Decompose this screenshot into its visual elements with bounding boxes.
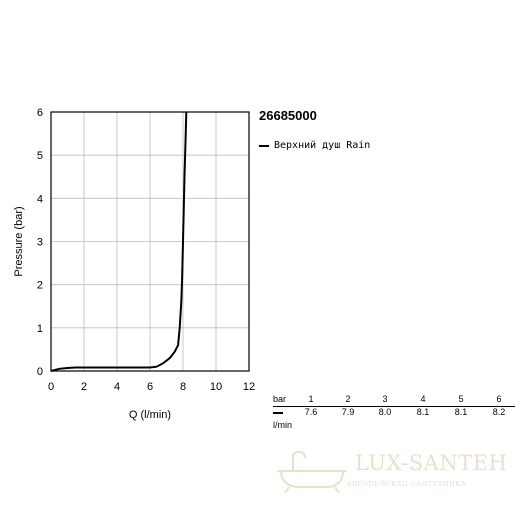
flow-value: 8.0 bbox=[378, 407, 392, 417]
y-tick-label: 2 bbox=[37, 280, 43, 292]
chart-title: 26685000 bbox=[259, 108, 317, 123]
legend: Верхний душ Rain bbox=[259, 140, 370, 151]
x-tick-label: 10 bbox=[210, 381, 222, 393]
flow-value: 8.1 bbox=[416, 407, 430, 417]
y-tick-label: 6 bbox=[37, 107, 43, 119]
flow-row-label: l/min bbox=[273, 420, 293, 430]
flow-value: 8.2 bbox=[492, 407, 506, 417]
y-tick-label: 0 bbox=[37, 366, 43, 378]
pressure-value: 6 bbox=[496, 394, 502, 404]
pressure-row-label: bar bbox=[273, 394, 287, 404]
flow-value: 7.9 bbox=[341, 407, 355, 417]
flow-table-rule bbox=[273, 406, 515, 407]
bathtub-logo-icon bbox=[277, 450, 347, 494]
flow-value: 8.1 bbox=[454, 407, 468, 417]
y-tick-label: 3 bbox=[37, 237, 43, 249]
y-tick-label: 4 bbox=[37, 193, 43, 205]
pressure-value: 2 bbox=[345, 394, 351, 404]
plot-frame bbox=[50, 111, 250, 372]
x-tick-label: 12 bbox=[243, 381, 255, 393]
series-line bbox=[50, 111, 188, 372]
x-tick-label: 6 bbox=[147, 381, 153, 393]
flow-row-dash bbox=[273, 412, 283, 414]
flow-value: 7.6 bbox=[304, 407, 318, 417]
legend-label: Верхний душ Rain bbox=[274, 140, 371, 151]
watermark: LUX-SANTEH ЕВРОПЕЙСКАЯ САНТЕХНИКА bbox=[275, 447, 525, 497]
pressure-value: 3 bbox=[382, 394, 388, 404]
legend-swatch bbox=[259, 144, 269, 147]
x-axis-label: Q (l/min) bbox=[129, 409, 171, 421]
y-tick-label: 5 bbox=[37, 150, 43, 162]
x-tick-label: 4 bbox=[114, 381, 120, 393]
y-tick-label: 1 bbox=[37, 323, 43, 335]
x-tick-label: 2 bbox=[81, 381, 87, 393]
x-tick-label: 0 bbox=[48, 381, 54, 393]
grid bbox=[50, 111, 250, 372]
watermark-brand: LUX-SANTEH bbox=[355, 451, 508, 475]
watermark-tagline: ЕВРОПЕЙСКАЯ САНТЕХНИКА bbox=[347, 480, 467, 488]
x-tick-label: 8 bbox=[180, 381, 186, 393]
y-axis-label: Pressure (bar) bbox=[13, 206, 25, 276]
pressure-value: 5 bbox=[458, 394, 464, 404]
pressure-value: 4 bbox=[420, 394, 426, 404]
pressure-value: 1 bbox=[308, 394, 314, 404]
